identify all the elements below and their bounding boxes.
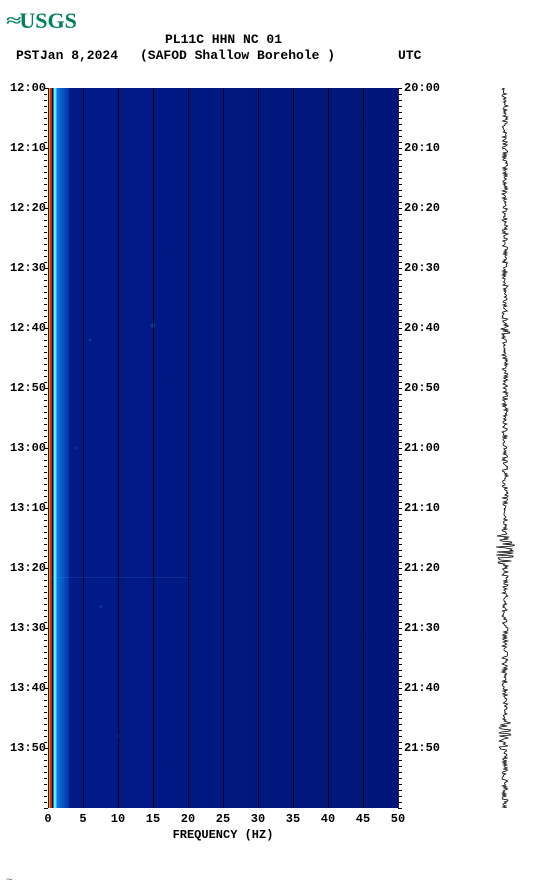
- y-tick-right: 20:20: [404, 201, 440, 215]
- y-tick-right: 20:40: [404, 321, 440, 335]
- x-axis-label: FREQUENCY (HZ): [48, 828, 398, 842]
- footer-mark: ~: [6, 875, 13, 887]
- waveform-panel: [490, 88, 520, 808]
- y-tick-right: 21:00: [404, 441, 440, 455]
- y-tick-right: 20:00: [404, 81, 440, 95]
- x-tick: 5: [79, 812, 86, 826]
- y-tick-left: 12:00: [10, 81, 46, 95]
- logo-text: USGS: [19, 8, 76, 33]
- right-tz: UTC: [398, 48, 421, 63]
- y-tick-right: 20:10: [404, 141, 440, 155]
- y-tick-left: 12:50: [10, 381, 46, 395]
- x-tick: 0: [44, 812, 51, 826]
- spectrogram-plot: [48, 88, 398, 808]
- usgs-logo: ≈USGS: [6, 4, 77, 36]
- y-tick-right: 21:40: [404, 681, 440, 695]
- y-tick-right: 21:20: [404, 561, 440, 575]
- waveform-trace: [490, 88, 520, 808]
- y-tick-right: 21:50: [404, 741, 440, 755]
- y-tick-right: 20:50: [404, 381, 440, 395]
- y-tick-left: 12:20: [10, 201, 46, 215]
- y-tick-left: 13:30: [10, 621, 46, 635]
- station-desc: (SAFOD Shallow Borehole ): [140, 48, 335, 63]
- y-tick-left: 13:00: [10, 441, 46, 455]
- station-line: PL11C HHN NC 01: [165, 32, 282, 47]
- y-tick-left: 13:40: [10, 681, 46, 695]
- y-tick-left: 12:30: [10, 261, 46, 275]
- spectrogram-image: [48, 88, 398, 808]
- x-tick: 20: [181, 812, 195, 826]
- y-tick-right: 21:10: [404, 501, 440, 515]
- date: Jan 8,2024: [40, 48, 118, 63]
- y-tick-left: 12:40: [10, 321, 46, 335]
- y-tick-right: 20:30: [404, 261, 440, 275]
- x-tick: 10: [111, 812, 125, 826]
- y-tick-left: 13:10: [10, 501, 46, 515]
- y-tick-right: 21:30: [404, 621, 440, 635]
- y-tick-left: 13:20: [10, 561, 46, 575]
- y-axis-right: 20:0020:1020:2020:3020:4020:5021:0021:10…: [400, 88, 450, 808]
- x-tick: 40: [321, 812, 335, 826]
- y-axis-left: 12:0012:1012:2012:3012:4012:5013:0013:10…: [8, 88, 48, 808]
- x-tick: 15: [146, 812, 160, 826]
- x-tick: 30: [251, 812, 265, 826]
- y-tick-left: 13:50: [10, 741, 46, 755]
- x-tick: 35: [286, 812, 300, 826]
- left-tz: PST: [16, 48, 39, 63]
- x-tick: 25: [216, 812, 230, 826]
- x-tick: 45: [356, 812, 370, 826]
- x-tick: 50: [391, 812, 405, 826]
- y-tick-left: 12:10: [10, 141, 46, 155]
